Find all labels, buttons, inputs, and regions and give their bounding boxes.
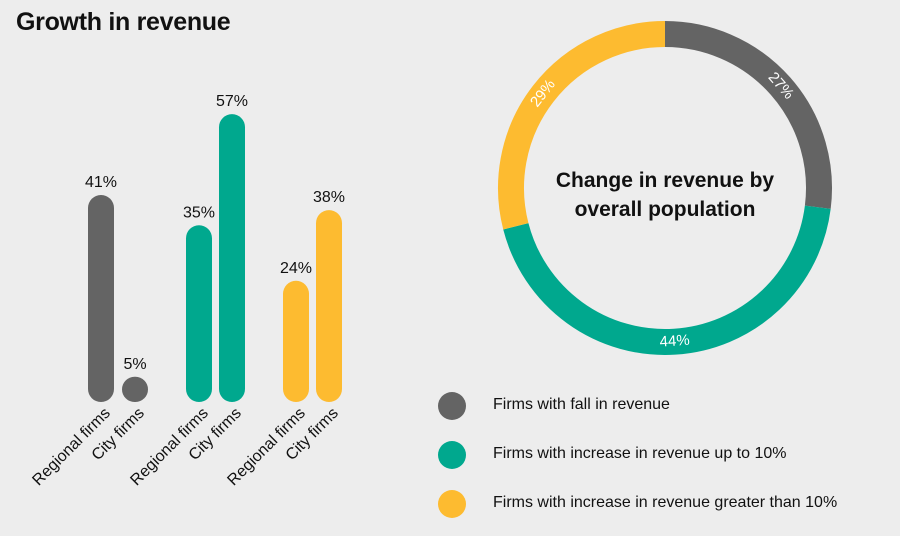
legend-label: Firms with fall in revenue (493, 396, 670, 413)
bar-value-label: 35% (183, 204, 215, 221)
legend-swatch-fall (438, 392, 466, 420)
bar-0 (88, 194, 114, 402)
donut-slice-label: 44% (659, 332, 690, 351)
donut-slice-0 (664, 21, 832, 209)
bar-value-label: 57% (216, 93, 248, 110)
page-title: Growth in revenue (16, 8, 231, 36)
bar-value-label: 24% (280, 260, 312, 277)
legend-swatch-up-to-10 (438, 441, 466, 469)
bar-1 (122, 376, 148, 402)
bar-3 (219, 114, 245, 403)
legend-swatch-greater-10 (438, 490, 466, 518)
bar-5 (316, 210, 342, 402)
bar-value-label: 38% (313, 189, 345, 206)
donut-slice-2 (498, 21, 666, 230)
legend-label: Firms with increase in revenue up to 10% (493, 445, 787, 462)
bar-2 (186, 225, 212, 402)
bar-value-label: 5% (123, 356, 146, 373)
legend-label: Firms with increase in revenue greater t… (493, 494, 838, 511)
bar-4 (283, 280, 309, 402)
donut-title: Change in revenue by overall population (555, 169, 775, 221)
donut-slice-1 (503, 205, 831, 355)
bar-value-label: 41% (85, 174, 117, 191)
